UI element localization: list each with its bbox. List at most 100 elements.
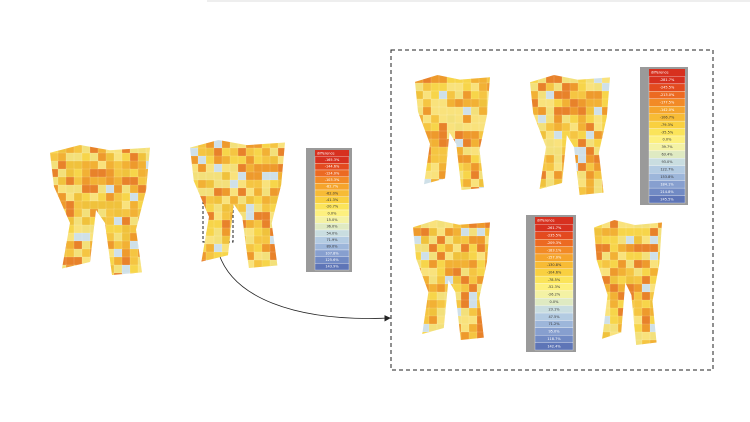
heat-tile [649, 339, 659, 345]
heat-tile [121, 192, 131, 202]
heat-tile [65, 200, 75, 210]
heat-tile [460, 243, 470, 253]
heat-tile [601, 162, 610, 172]
heat-tile [113, 224, 123, 234]
heat-tile [585, 130, 595, 140]
heat-tile [428, 275, 438, 285]
heat-tile [436, 220, 446, 229]
heatmap-shape [530, 75, 610, 195]
heat-tile [245, 140, 255, 149]
heat-tile [221, 163, 231, 173]
heat-tile [454, 186, 464, 190]
heat-tile [454, 146, 464, 156]
heat-tile [486, 130, 490, 140]
heat-tile [633, 235, 643, 245]
heat-tile [197, 147, 207, 157]
heat-tile [113, 200, 123, 210]
heat-tile [484, 227, 490, 237]
heat-tile [81, 176, 91, 186]
heat-tile [593, 90, 603, 100]
heat-tile [121, 240, 131, 250]
heat-tile [545, 122, 555, 132]
heat-tile [484, 283, 490, 293]
heat-tile [569, 75, 579, 84]
heat-tile [422, 186, 432, 190]
heat-tile [190, 147, 199, 157]
heat-tile [569, 170, 579, 180]
heat-tile [468, 220, 478, 229]
heat-tile [486, 138, 490, 148]
heat-tile [594, 291, 603, 301]
heat-tile [277, 140, 285, 149]
heat-tile [97, 248, 107, 258]
heat-tile [213, 155, 223, 165]
heat-tile [476, 259, 486, 269]
heat-tile [121, 152, 131, 162]
heat-tile [446, 106, 456, 116]
heat-tile [438, 82, 448, 92]
legend-label: 89.0% [326, 245, 338, 249]
heat-tile [577, 162, 587, 172]
heat-tile [50, 160, 59, 170]
heat-tile [530, 178, 539, 188]
heat-tile [470, 90, 480, 100]
heat-tile [484, 251, 490, 261]
heat-tile [65, 272, 75, 275]
heat-tile [57, 264, 67, 274]
heat-tile [261, 227, 271, 237]
heat-tile [462, 154, 472, 164]
heat-tile [460, 235, 470, 245]
heat-tile [237, 235, 247, 245]
heat-tile [277, 219, 285, 229]
heat-tile [553, 138, 563, 148]
heat-tile [428, 307, 438, 317]
heat-tile [65, 192, 75, 202]
heat-tile [197, 140, 207, 149]
heatmap-shape [190, 140, 285, 268]
heat-tile [486, 146, 490, 156]
legend-label: -245.5% [660, 86, 675, 90]
heat-tile [430, 170, 440, 180]
heat-tile [269, 195, 279, 205]
legend-label: -144.6% [325, 165, 340, 169]
heat-tile [129, 264, 139, 274]
heat-tile [113, 208, 123, 218]
heat-tile [585, 82, 595, 92]
heat-tile [105, 176, 115, 186]
heat-tile [609, 339, 619, 345]
heat-tile [641, 275, 651, 285]
heat-tile [577, 178, 587, 188]
heat-tile [468, 251, 478, 261]
heat-tile [129, 192, 139, 202]
heat-tile [277, 155, 285, 165]
heat-tile [641, 220, 651, 229]
heat-tile [649, 307, 659, 317]
heat-tile [545, 106, 555, 116]
heat-tile [553, 114, 563, 124]
heat-tile [420, 331, 430, 340]
heat-tile [484, 275, 490, 285]
heat-tile [601, 114, 610, 124]
heat-tile [468, 283, 478, 293]
heat-tile [641, 283, 651, 293]
heat-tile [617, 299, 627, 309]
heat-tile [444, 291, 454, 301]
heat-tile [438, 90, 448, 100]
heat-tile [444, 299, 454, 309]
heat-tile [422, 75, 432, 84]
heat-tile [197, 211, 207, 221]
heat-tile [253, 235, 263, 245]
heat-tile [446, 170, 456, 180]
heat-tile [422, 162, 432, 172]
heat-tile [413, 220, 422, 229]
heat-tile [420, 227, 430, 237]
heat-tile [145, 264, 150, 274]
heat-tile [129, 240, 139, 250]
heat-tile [415, 75, 424, 84]
heat-tile [609, 323, 619, 333]
heat-tile [190, 155, 199, 165]
heat-tile [530, 186, 539, 195]
heat-tile [81, 224, 91, 234]
heat-tile [476, 220, 486, 229]
heat-tile [121, 168, 131, 178]
